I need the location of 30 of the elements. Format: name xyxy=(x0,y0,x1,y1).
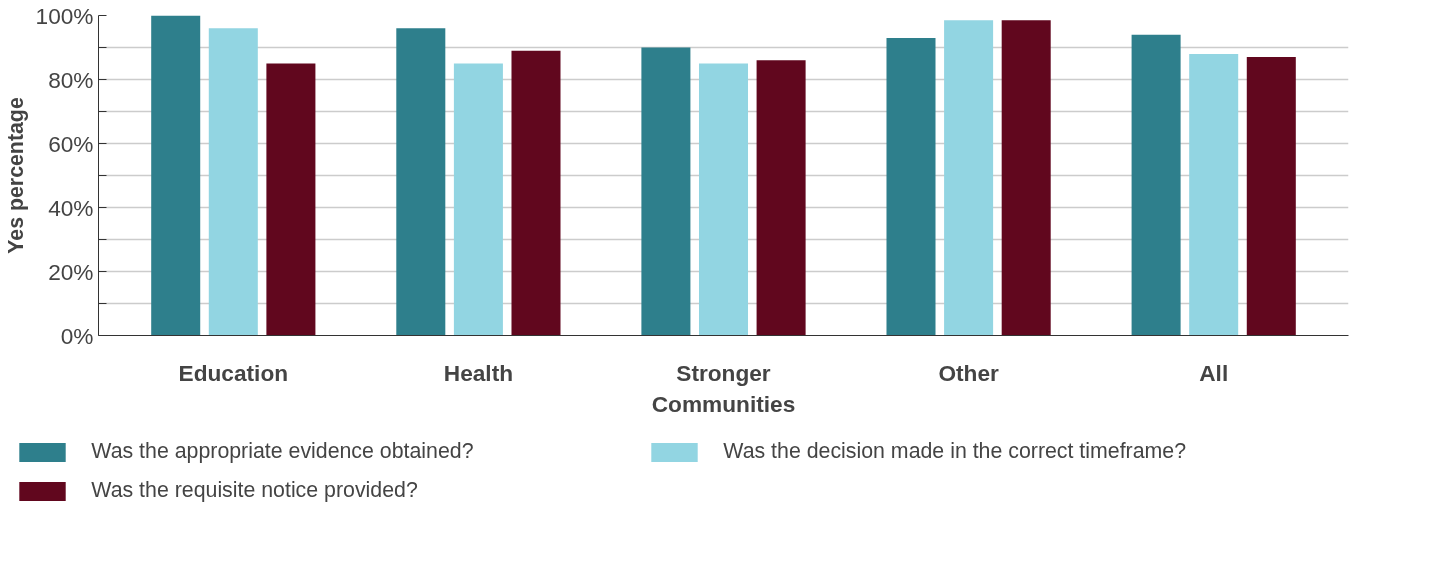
y-tick-label: 20% xyxy=(48,258,94,285)
bar xyxy=(396,28,446,336)
y-tick-label: 80% xyxy=(48,66,94,93)
bar xyxy=(944,20,994,336)
y-axis-title: Yes percentage xyxy=(3,97,28,254)
bar xyxy=(208,28,258,336)
y-tick-label: 60% xyxy=(48,130,94,157)
bar xyxy=(266,63,316,336)
x-tick-label: Stronger Communities xyxy=(651,359,796,417)
y-tick-label: 0% xyxy=(60,322,94,349)
y-tick-label: 40% xyxy=(48,194,94,221)
bar xyxy=(641,47,691,336)
bar xyxy=(886,37,936,336)
bar xyxy=(1131,34,1181,336)
x-tick-label: Education xyxy=(178,359,289,386)
x-tick-label: Health xyxy=(443,359,514,386)
bar xyxy=(1001,20,1051,336)
bar xyxy=(756,60,806,336)
bar xyxy=(511,50,561,336)
x-tick-label: Other xyxy=(938,359,999,386)
legend-label: Was the appropriate evidence obtained? xyxy=(91,439,475,464)
x-tick-label: All xyxy=(1199,359,1229,386)
bar xyxy=(151,15,201,336)
bar xyxy=(453,63,503,336)
bar xyxy=(698,63,749,336)
bar xyxy=(1189,53,1239,336)
legend-label: Was the decision made in the correct timeframe? xyxy=(723,439,1188,464)
legend-label: Was the requisite notice provided? xyxy=(91,478,419,503)
bar xyxy=(1246,57,1296,336)
y-tick-label: 100% xyxy=(35,2,94,29)
